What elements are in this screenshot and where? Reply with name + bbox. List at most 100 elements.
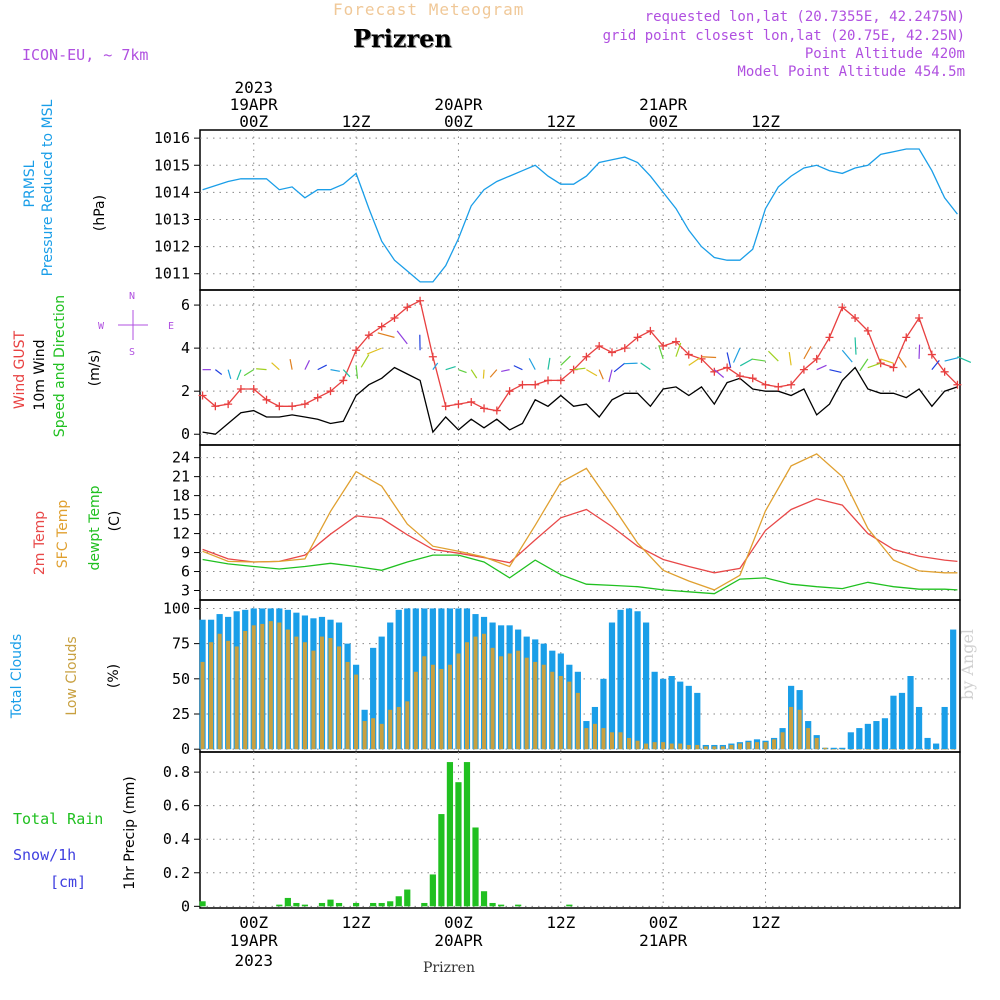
bar-clouds-1 — [541, 664, 546, 750]
gust-marker — [953, 380, 962, 389]
top-time-label: 00Z — [649, 112, 678, 131]
gust-marker — [480, 404, 489, 413]
compass-n: N — [129, 291, 135, 302]
gust-marker — [262, 395, 271, 404]
gust-marker — [582, 352, 591, 361]
bar-clouds-0 — [856, 728, 863, 750]
wind-direction-arrow — [342, 369, 351, 378]
bar-clouds-0 — [890, 695, 897, 750]
wind-direction-arrow — [573, 367, 586, 371]
bar-clouds-0 — [643, 622, 650, 750]
bar-clouds-0 — [617, 609, 624, 750]
bar-clouds-1 — [337, 646, 342, 750]
wind-direction-arrow — [841, 349, 853, 363]
wind-direction-arrow — [396, 330, 408, 345]
bar-clouds-1 — [464, 642, 469, 750]
bar-clouds-0 — [694, 692, 701, 750]
bar-clouds-1 — [234, 646, 239, 750]
bar-precip-0 — [497, 904, 505, 907]
bar-clouds-1 — [388, 709, 393, 750]
bar-clouds-1 — [772, 739, 777, 750]
wind-direction-arrow — [944, 357, 959, 362]
bar-clouds-1 — [550, 671, 555, 750]
ytick-label-precip: 0.8 — [163, 763, 190, 781]
gust-marker — [646, 326, 655, 335]
wind-direction-arrow — [726, 352, 732, 368]
wind-direction-arrow — [788, 351, 792, 366]
gust-marker — [505, 387, 514, 396]
wind-direction-arrow — [732, 347, 741, 363]
bar-clouds-1 — [609, 732, 614, 750]
bar-clouds-1 — [797, 709, 802, 750]
gust-marker — [467, 397, 476, 406]
bar-clouds-1 — [575, 692, 580, 750]
bar-clouds-1 — [516, 650, 521, 750]
ytick-label-temperature: 21 — [172, 468, 190, 486]
bar-precip-0 — [489, 902, 496, 907]
panel-frame-pressure — [199, 129, 961, 291]
bar-clouds-0 — [378, 636, 385, 750]
compass-w: W — [98, 321, 105, 332]
bar-clouds-1 — [601, 728, 606, 750]
wind-direction-arrow — [458, 369, 467, 374]
bar-clouds-1 — [908, 749, 913, 750]
gust-marker — [224, 400, 233, 409]
gust-marker — [838, 303, 847, 312]
bottom-year-label: 2023 — [234, 951, 273, 970]
wind-direction-arrow — [271, 362, 280, 371]
wind-direction-arrow — [867, 362, 881, 369]
gust-marker — [300, 400, 309, 409]
wind-direction-arrow — [931, 360, 940, 371]
gust-marker — [377, 322, 386, 331]
bar-clouds-1 — [951, 749, 956, 750]
wind-direction-arrow — [482, 369, 485, 379]
bottom-date-label: 21APR — [639, 931, 688, 950]
bar-clouds-1 — [422, 656, 427, 750]
gust-marker — [531, 380, 540, 389]
bar-clouds-1 — [251, 625, 256, 750]
gust-marker — [902, 333, 911, 342]
bar-clouds-1 — [413, 671, 418, 750]
bar-clouds-1 — [447, 664, 452, 750]
ytick-label-pressure: 1011 — [154, 265, 190, 283]
bottom-time-label: 00Z — [444, 913, 473, 932]
wind-direction-arrow — [854, 337, 857, 355]
wind-direction-arrow — [751, 358, 766, 362]
bar-clouds-1 — [243, 630, 248, 750]
wind-direction-arrow — [360, 354, 370, 368]
gust-marker — [671, 337, 680, 346]
wind-direction-arrow — [289, 359, 293, 370]
ytick-label-pressure: 1016 — [154, 129, 190, 147]
ytick-label-clouds: 25 — [172, 705, 190, 723]
bar-clouds-0 — [898, 692, 906, 750]
top-year-label: 2023 — [234, 78, 273, 97]
wind-direction-arrow — [501, 369, 510, 373]
bar-clouds-1 — [524, 657, 529, 750]
gust-marker — [607, 348, 616, 357]
series-line-temperature-0 — [202, 498, 958, 574]
bar-clouds-1 — [473, 636, 478, 750]
bar-precip-0 — [318, 902, 326, 907]
wind-direction-arrow — [701, 356, 717, 359]
bar-clouds-1 — [456, 653, 461, 750]
bar-clouds-1 — [814, 737, 819, 750]
gust-marker — [352, 346, 361, 355]
ytick-label-precip: 0.4 — [163, 830, 190, 848]
bar-clouds-0 — [634, 611, 641, 750]
bar-clouds-1 — [780, 732, 785, 750]
wind-direction-arrow — [377, 332, 395, 338]
bar-clouds-0 — [608, 622, 616, 750]
bar-clouds-1 — [499, 656, 504, 750]
wind-direction-arrow — [803, 346, 812, 360]
top-time-label: 00Z — [239, 112, 268, 131]
top-time-label: 12Z — [751, 112, 780, 131]
bar-clouds-1 — [720, 746, 725, 750]
bottom-time-label: 00Z — [649, 913, 678, 932]
gust-marker — [403, 303, 412, 312]
bar-clouds-1 — [840, 749, 845, 750]
bar-clouds-1 — [285, 629, 290, 750]
bar-precip-0 — [293, 902, 300, 907]
bottom-date-label: 19APR — [230, 931, 279, 950]
wind-direction-arrow — [560, 355, 571, 366]
